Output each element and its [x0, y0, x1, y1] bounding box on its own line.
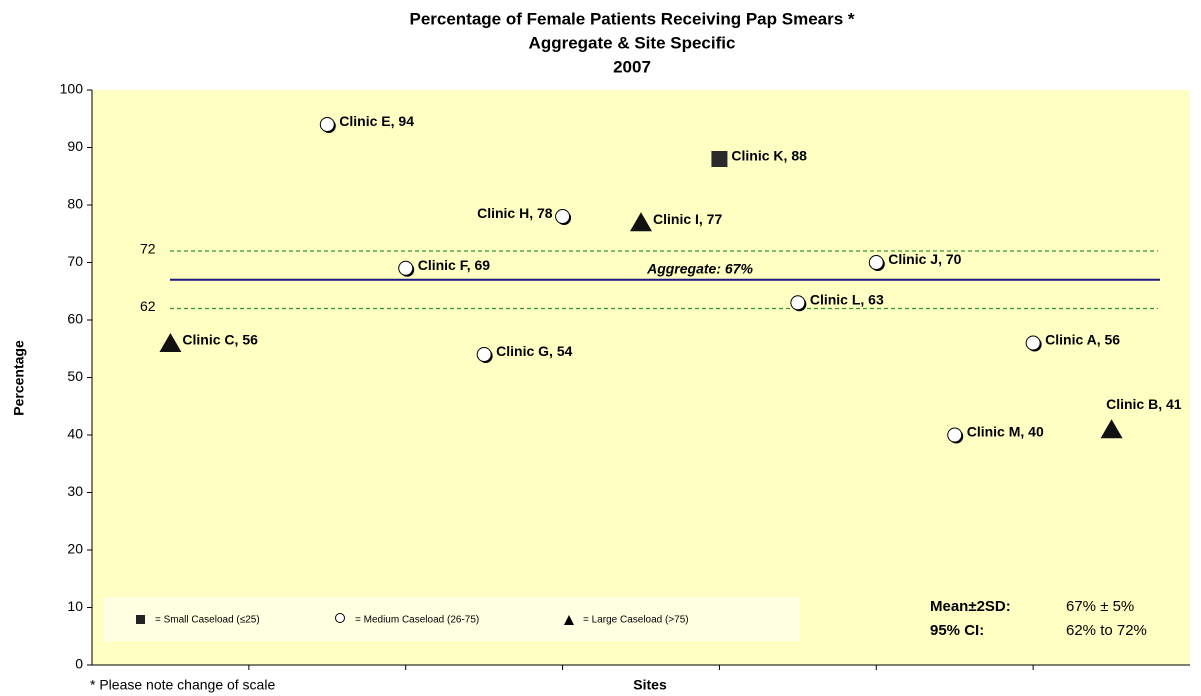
- y-axis-label: Percentage: [11, 340, 27, 416]
- legend-circle: [335, 613, 345, 623]
- y-tick-label: 0: [75, 656, 83, 672]
- point-label: Clinic I, 77: [653, 211, 722, 227]
- point-label: Clinic M, 40: [967, 424, 1044, 440]
- point-label: Clinic J, 70: [888, 251, 961, 267]
- limit-label: 72: [140, 241, 156, 257]
- chart-year: 2007: [613, 57, 651, 76]
- y-tick-label: 80: [67, 196, 83, 212]
- point-label: Clinic C, 56: [182, 332, 258, 348]
- stat-value: 67% ± 5%: [1066, 598, 1134, 615]
- y-tick-label: 10: [67, 598, 83, 614]
- marker: [947, 427, 963, 443]
- plot-area: [92, 90, 1190, 665]
- point-label: Clinic E, 94: [339, 113, 414, 129]
- y-tick-label: 70: [67, 253, 83, 269]
- chart-title: Percentage of Female Patients Receiving …: [409, 9, 854, 28]
- marker: [1025, 335, 1041, 351]
- point-label: Clinic B, 41: [1106, 396, 1182, 412]
- point-label: Clinic H, 78: [477, 205, 553, 221]
- legend-triangle: [564, 615, 574, 625]
- point-label: Clinic K, 88: [731, 148, 807, 164]
- chart-subtitle: Aggregate & Site Specific: [529, 33, 736, 52]
- y-tick-label: 60: [67, 311, 83, 327]
- marker: [1100, 419, 1123, 439]
- y-tick-label: 30: [67, 483, 83, 499]
- marker: [630, 212, 652, 232]
- marker: [868, 255, 884, 270]
- y-tick-label: 90: [67, 138, 83, 154]
- stat-value: 62% to 72%: [1066, 622, 1147, 639]
- point-label: Clinic G, 54: [496, 343, 572, 359]
- marker: [476, 347, 492, 362]
- y-tick-label: 50: [67, 368, 83, 384]
- y-tick-label: 40: [67, 426, 83, 442]
- stat-label: 95% CI:: [930, 622, 984, 639]
- stat-label: Mean±2SD:: [930, 598, 1011, 615]
- legend-square: [136, 615, 145, 624]
- marker: [555, 209, 571, 224]
- marker: [159, 333, 182, 352]
- x-axis-label: Sites: [633, 677, 667, 693]
- point-label: Clinic L, 63: [810, 291, 884, 307]
- y-tick-label: 100: [60, 81, 84, 97]
- legend-text: = Small Caseload (≤25): [155, 615, 260, 626]
- legend-text: = Large Caseload (>75): [583, 615, 689, 626]
- legend-box: [104, 597, 800, 641]
- marker: [790, 295, 806, 311]
- point-label: Clinic F, 69: [418, 257, 491, 273]
- legend-text: = Medium Caseload (26-75): [355, 615, 479, 626]
- point-label: Clinic A, 56: [1045, 332, 1120, 348]
- marker: [398, 260, 414, 276]
- footnote: * Please note change of scale: [90, 677, 275, 693]
- y-tick-label: 20: [67, 541, 83, 557]
- limit-label: 62: [140, 298, 156, 314]
- marker: [711, 151, 728, 167]
- marker: [319, 117, 335, 132]
- aggregate-label: Aggregate: 67%: [646, 260, 753, 276]
